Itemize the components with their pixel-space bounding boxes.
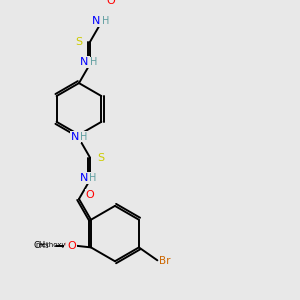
Text: N: N	[92, 16, 101, 26]
Text: O: O	[86, 190, 94, 200]
Text: S: S	[98, 153, 105, 163]
Text: Br: Br	[159, 256, 171, 266]
Text: H: H	[89, 173, 97, 183]
Text: O: O	[64, 240, 73, 250]
Text: O: O	[67, 241, 76, 250]
Text: H: H	[90, 57, 98, 67]
Text: H: H	[102, 16, 110, 26]
Text: N: N	[80, 57, 89, 67]
Text: CH₃: CH₃	[33, 241, 49, 250]
Text: H: H	[80, 132, 87, 142]
Text: O: O	[106, 0, 115, 6]
Text: S: S	[75, 37, 82, 47]
Text: methoxy: methoxy	[36, 242, 66, 248]
Text: N: N	[80, 173, 89, 183]
Text: N: N	[71, 132, 80, 142]
